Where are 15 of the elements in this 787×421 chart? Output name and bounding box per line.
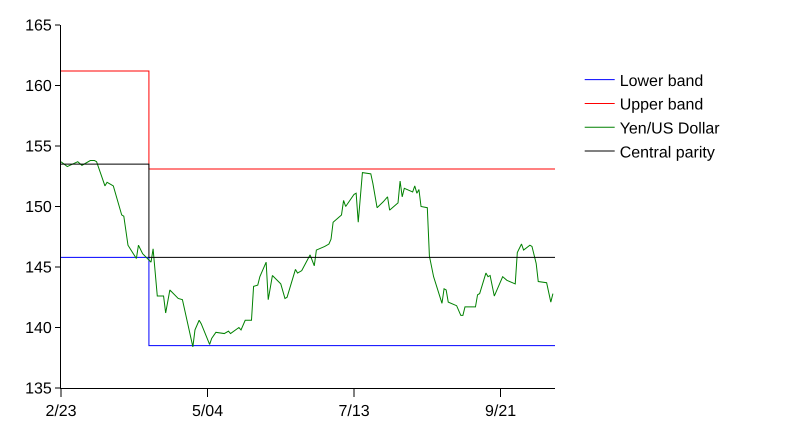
legend-label: Upper band xyxy=(620,96,704,114)
y-tick-label: 145 xyxy=(25,260,52,277)
x-tick-label: 7/13 xyxy=(338,403,370,420)
y-tick-label: 150 xyxy=(25,199,52,216)
y-tick-label: 155 xyxy=(25,138,52,156)
x-tick-label: 2/23 xyxy=(45,403,77,420)
y-tick-label: 160 xyxy=(25,78,52,96)
legend-label: Central parity xyxy=(620,144,715,162)
x-tick-label: 9/21 xyxy=(485,403,516,420)
x-tick-label: 5/04 xyxy=(192,403,224,420)
legend-label: Lower band xyxy=(620,72,704,90)
y-tick-label: 140 xyxy=(25,320,52,338)
y-tick-label: 135 xyxy=(25,380,52,398)
legend-label: Yen/US Dollar xyxy=(620,120,720,138)
y-tick-label: 165 xyxy=(25,18,52,35)
